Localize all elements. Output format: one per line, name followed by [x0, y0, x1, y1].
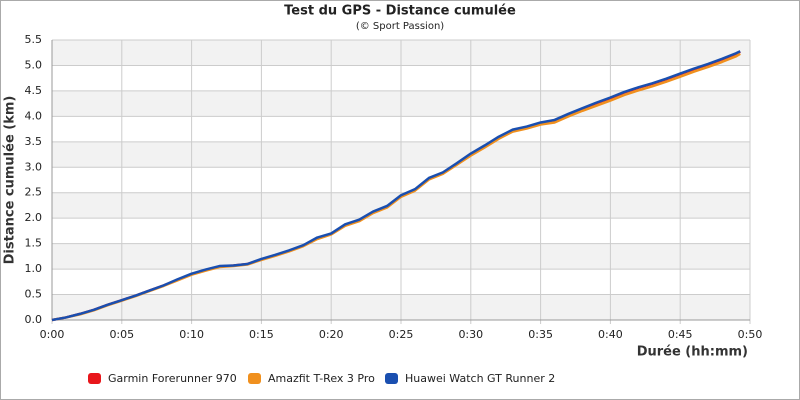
y-tick-label: 2.0 [25, 211, 43, 224]
x-tick-label: 0:10 [179, 328, 204, 341]
legend-swatch [385, 373, 398, 384]
x-tick-label: 0:25 [389, 328, 414, 341]
y-tick-label: 2.5 [25, 186, 43, 199]
chart-title: Test du GPS - Distance cumulée [284, 4, 516, 19]
y-tick-label: 1.5 [25, 237, 43, 250]
y-tick-label: 4.5 [25, 84, 43, 97]
y-tick-label: 0.5 [25, 288, 43, 301]
legend-label: Amazfit T-Rex 3 Pro [268, 372, 375, 385]
y-tick-label: 3.0 [25, 160, 43, 173]
x-tick-label: 0:40 [598, 328, 623, 341]
series-line [51, 50, 741, 322]
chart-subtitle: (© Sport Passion) [356, 21, 444, 32]
x-tick-label: 0:35 [528, 328, 553, 341]
x-tick-label: 0:45 [668, 328, 693, 341]
y-tick-label: 5.0 [25, 58, 43, 71]
x-tick-label: 0:50 [738, 328, 763, 341]
x-tick-label: 0:15 [249, 328, 274, 341]
legend-label: Huawei Watch GT Runner 2 [405, 372, 555, 385]
x-tick-label: 0:05 [109, 328, 134, 341]
y-tick-label: 1.0 [25, 262, 43, 275]
legend-label: Garmin Forerunner 970 [108, 372, 237, 385]
x-tick-label: 0:20 [319, 328, 344, 341]
x-tick-label: 0:00 [40, 328, 65, 341]
x-axis-title: Durée (hh:mm) [637, 345, 748, 360]
y-tick-label: 4.0 [25, 109, 43, 122]
x-tick-label: 0:30 [458, 328, 483, 341]
legend-swatch [248, 373, 261, 384]
y-tick-label: 3.5 [25, 135, 43, 148]
y-tick-label: 5.5 [25, 33, 43, 46]
y-tick-label: 0.0 [25, 313, 43, 326]
legend-swatch [88, 373, 101, 384]
y-axis-title: Distance cumulée (km) [3, 96, 18, 265]
